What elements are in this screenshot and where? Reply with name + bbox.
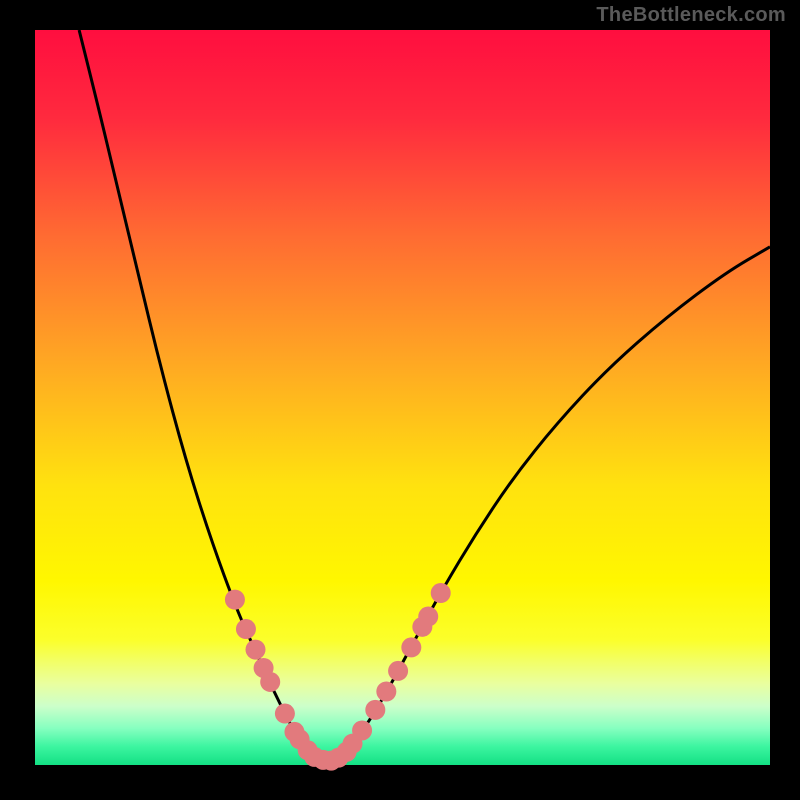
data-marker [260, 672, 280, 692]
bottleneck-chart [0, 0, 800, 800]
data-marker [388, 661, 408, 681]
watermark-label: TheBottleneck.com [596, 4, 786, 27]
data-marker [431, 583, 451, 603]
data-marker [365, 700, 385, 720]
plot-background [35, 30, 770, 765]
data-marker [376, 682, 396, 702]
data-marker [275, 704, 295, 724]
data-marker [246, 640, 266, 660]
data-marker [401, 637, 421, 657]
data-marker [418, 607, 438, 627]
data-marker [236, 619, 256, 639]
data-marker [352, 720, 372, 740]
data-marker [225, 590, 245, 610]
